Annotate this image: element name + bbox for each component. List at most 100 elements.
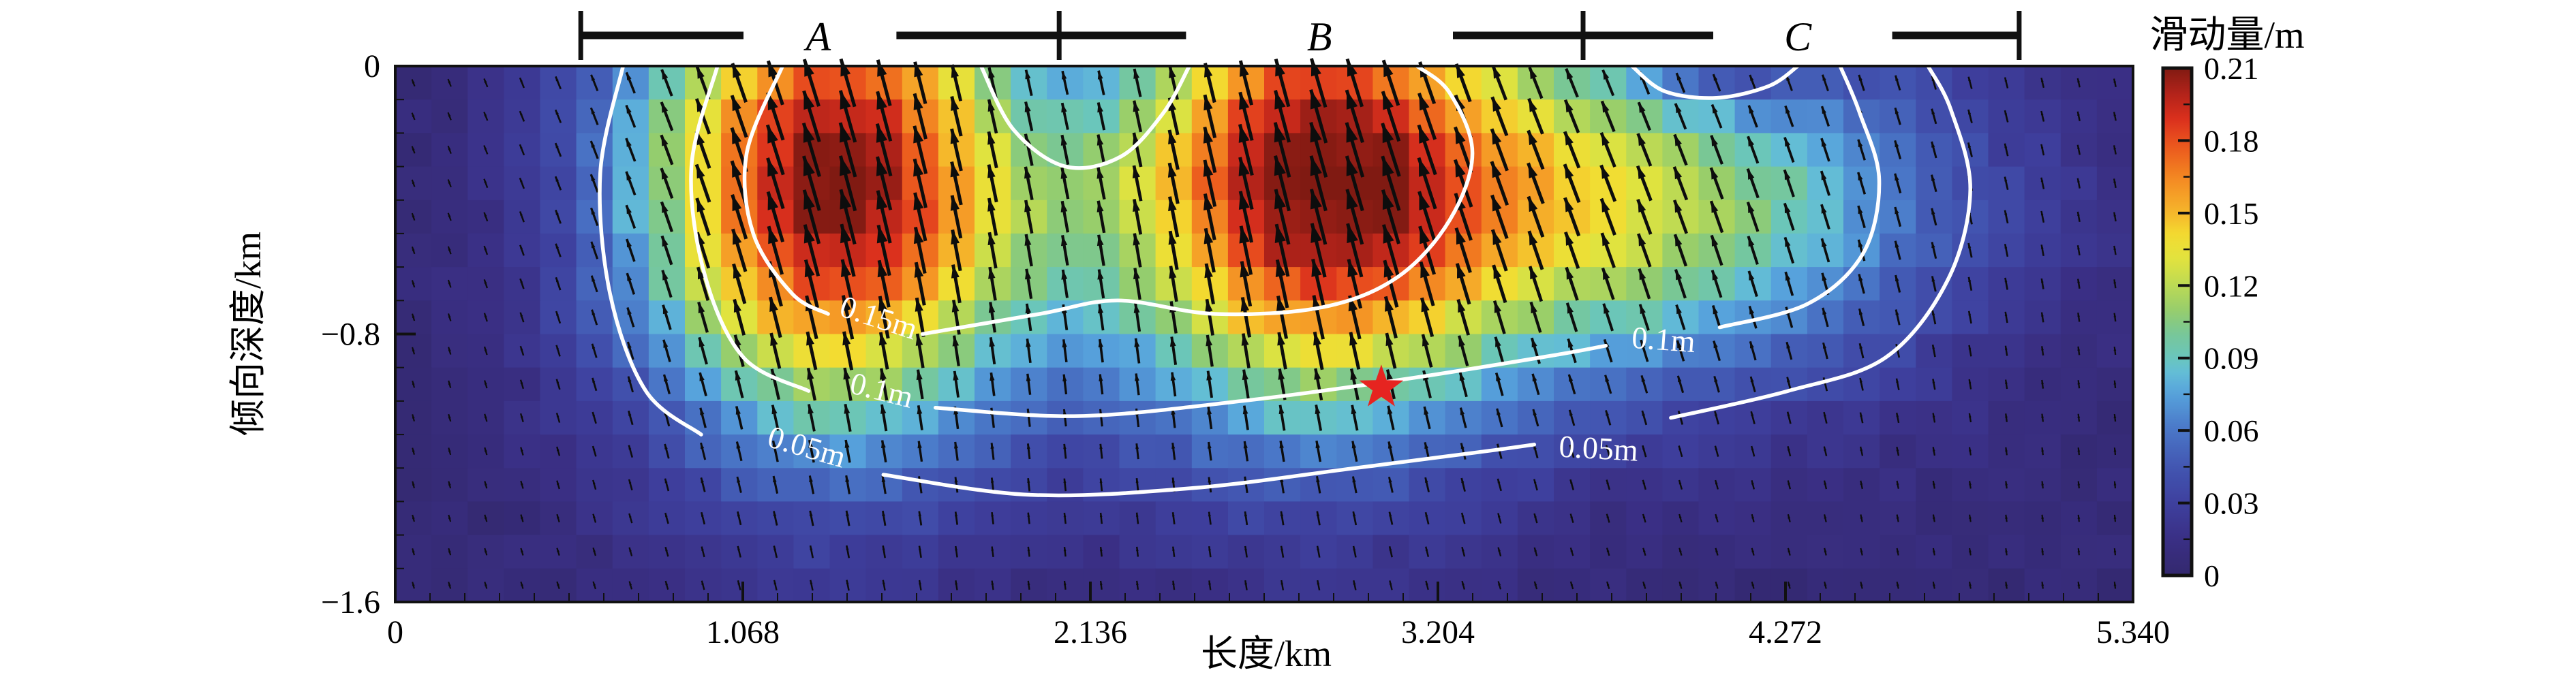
- slip-arrow-head: [628, 479, 632, 484]
- slip-arrow-head: [1531, 338, 1537, 348]
- slip-arrow-head: [1382, 156, 1394, 176]
- slip-arrow-head: [626, 72, 632, 80]
- slip-arrow-head: [2077, 548, 2081, 553]
- slip-arrow-head: [2077, 346, 2081, 351]
- slip-arrow-head: [1100, 581, 1103, 586]
- slip-arrow-head: [1679, 582, 1682, 586]
- slip-arrow-head: [1784, 170, 1791, 180]
- slip-arrow-head: [1424, 407, 1429, 415]
- slip-arrow-head: [1274, 90, 1286, 110]
- slip-arrow-head: [448, 212, 451, 217]
- contour-line-0.15m: [742, 64, 830, 316]
- slip-arrow-head: [662, 236, 669, 247]
- slip-arrow-head: [555, 110, 559, 115]
- slip-arrow-head: [1786, 342, 1790, 349]
- slip-arrow-head: [1679, 514, 1682, 519]
- slip-arrow-head: [1749, 306, 1755, 315]
- slip-arrow-head: [628, 411, 632, 416]
- slip-arrow-head: [877, 59, 887, 77]
- contour-line-0.05m: [598, 64, 703, 437]
- slip-arrow-head: [1383, 60, 1394, 78]
- slip-arrow-head: [880, 404, 887, 414]
- slip-arrow-head: [913, 125, 923, 144]
- slip-arrow-head: [2041, 548, 2044, 553]
- slip-arrow-head: [1569, 374, 1574, 382]
- slip-arrow-head: [1824, 446, 1826, 451]
- slip-arrow-head: [1421, 298, 1430, 313]
- slip-arrow-head: [1931, 242, 1935, 249]
- slip-arrow-head: [919, 580, 921, 585]
- slip-arrow-head: [913, 93, 923, 110]
- slip-arrow-head: [591, 108, 596, 114]
- slip-arrow-head: [1747, 202, 1755, 213]
- slip-arrow-head: [1715, 514, 1718, 519]
- slip-arrow-head: [1933, 582, 1935, 586]
- slip-arrow-head: [2005, 481, 2008, 486]
- slip-arrow-head: [1168, 129, 1177, 144]
- slip-arrow-head: [1024, 234, 1032, 246]
- slip-arrow-head: [2004, 244, 2008, 249]
- slip-arrow-head: [1969, 548, 1972, 553]
- slip-arrow-head: [1462, 547, 1465, 552]
- colorbar-tick-label: 0.06: [2204, 413, 2259, 448]
- slip-arrow-head: [1638, 234, 1646, 247]
- slip-arrow-head: [2113, 414, 2117, 419]
- slip-arrow-head: [736, 441, 741, 449]
- slip-arrow-head: [950, 129, 960, 144]
- contour-line-0.05m: [1669, 64, 1972, 420]
- slip-arrow-head: [1061, 103, 1067, 113]
- slip-arrow-head: [1534, 513, 1537, 518]
- slip-arrow-head: [773, 476, 777, 483]
- slip-arrow-head: [628, 445, 632, 450]
- slip-arrow-head: [732, 194, 742, 212]
- slip-arrow-head: [2004, 176, 2008, 182]
- slip-arrow-head: [1967, 142, 1972, 148]
- slip-arrow-head: [809, 475, 813, 483]
- slip-arrow-head: [1063, 547, 1067, 552]
- slip-arrow-head: [1968, 276, 1972, 282]
- slip-arrow-head: [1601, 198, 1610, 212]
- slip-arrow-head: [1498, 547, 1501, 552]
- slip-arrow-head: [591, 141, 596, 148]
- slip-arrow-head: [485, 380, 487, 385]
- slip-arrow-head: [1679, 548, 1682, 552]
- slip-arrow-head: [661, 202, 669, 213]
- slip-arrow-head: [1638, 199, 1646, 213]
- slip-arrow-head: [412, 247, 415, 251]
- slip-arrow-head: [2005, 345, 2008, 350]
- epicenter-star: [1359, 364, 1404, 407]
- contour-line-0.15m: [920, 64, 1475, 336]
- slip-arrow-head: [699, 337, 705, 347]
- slip-arrow-head: [1315, 405, 1321, 415]
- slip-arrow-head: [882, 511, 885, 516]
- slip-arrow-head: [1387, 405, 1393, 415]
- slip-arrow-head: [1310, 89, 1322, 110]
- slip-arrow-head: [1713, 340, 1718, 349]
- slip-arrow-head: [1099, 513, 1103, 518]
- slip-arrow-head: [1788, 514, 1791, 519]
- slip-arrow-head: [955, 546, 957, 551]
- slip-arrow-head: [773, 580, 777, 585]
- slip-arrow-head: [448, 79, 451, 84]
- slip-arrow-head: [521, 514, 523, 519]
- slip-arrow-head: [484, 145, 487, 150]
- segment-ruler: A B C: [578, 11, 2022, 60]
- x-axis-tick-label: 5.340: [2096, 614, 2170, 650]
- slip-arrow-head: [803, 156, 815, 176]
- slip-arrow-head: [773, 511, 777, 517]
- slip-arrow-head: [1751, 446, 1754, 451]
- slip-arrow-head: [1859, 343, 1863, 349]
- slip-arrow-head: [1027, 478, 1030, 483]
- slip-arrow-head: [1565, 232, 1574, 246]
- slip-arrow-head: [662, 69, 669, 80]
- slip-arrow-head: [1492, 129, 1502, 145]
- slip-arrow-head: [412, 381, 415, 385]
- slip-arrow-head: [2077, 582, 2081, 586]
- slip-arrow-head: [1061, 235, 1068, 247]
- slip-arrow-head: [1565, 131, 1574, 146]
- slip-arrow-head: [2040, 144, 2044, 149]
- slip-arrow-head: [915, 334, 923, 346]
- slip-arrow-head: [1713, 74, 1718, 81]
- slip-arrow-head: [2041, 447, 2044, 452]
